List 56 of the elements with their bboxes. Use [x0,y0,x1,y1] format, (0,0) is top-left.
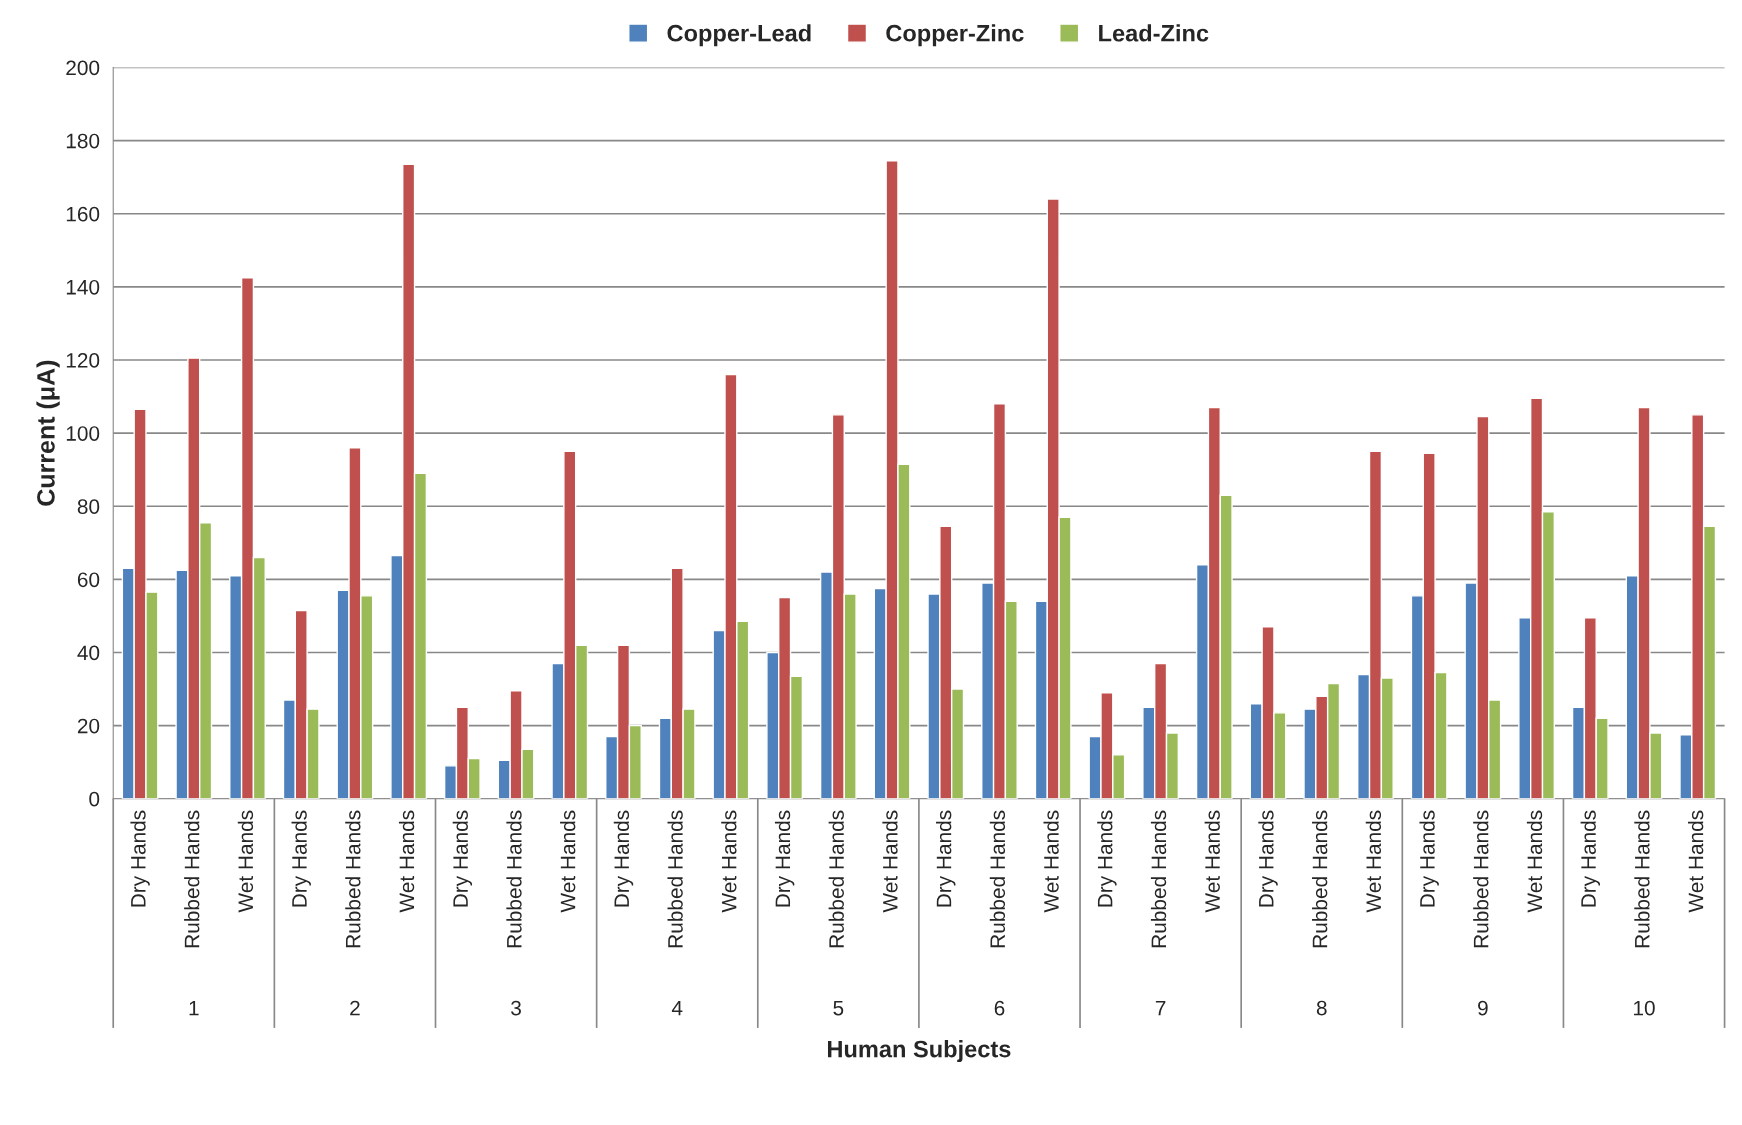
text: 3 [511,1000,521,1016]
text: 6 [994,1000,1005,1016]
text: 4 [671,1000,683,1016]
x-tick-label: Rubbed Hands [184,810,200,948]
text: 9 [1478,1000,1488,1016]
legend-label: Lead-Zinc [1099,24,1209,42]
text: 7 [1155,1000,1166,1016]
y-tick-label: 100 [66,426,100,441]
legend-label: Copper-Zinc [886,24,1024,47]
x-tick-label: Wet Hands [1688,810,1704,913]
x-tick-label: Rubbed Hands [506,810,522,948]
x-tick-label: Dry Hands [1580,810,1601,907]
x-tick-label: Wet Hands [237,810,254,913]
y-tick-label: 180 [66,133,100,149]
x-tick-label: Dry Hands [452,810,473,907]
x-tick-label: Wet Hands [1043,810,1059,913]
x-tick-label: Rubbed Hands [1634,810,1650,948]
y-tick-label: 200 [66,60,100,76]
legend-label: Copper-Lead [667,24,811,47]
x-tick-label: Dry Hands [774,810,795,907]
y-tick-label: 20 [77,718,100,734]
x-axis-title: Human Subjects [827,1040,1011,1063]
text: 2 [350,1000,360,1016]
x-tick-label: Wet Hands [721,810,737,913]
text: 1 [189,1000,199,1016]
x-tick-label: Dry Hands [1419,810,1439,907]
text: 8 [1316,1000,1327,1016]
x-tick-label: Dry Hands [613,810,634,907]
x-tick-label: Wet Hands [1365,810,1382,913]
x-tick-label: Wet Hands [1526,810,1543,913]
x-tick-label: Dry Hands [936,810,956,907]
y-axis-title: Current (μA) [36,360,60,506]
y-tick-label: 140 [66,279,100,295]
x-tick-label: Rubbed Hands [345,810,361,948]
x-tick-label: Dry Hands [1097,810,1117,907]
y-tick-label: 120 [66,353,100,368]
x-tick-label: Dry Hands [130,810,150,907]
y-tick-label: 160 [66,206,100,222]
x-tick-label: Wet Hands [882,810,898,913]
text: 5 [833,1000,844,1016]
x-tick-label: Rubbed Hands [1150,810,1167,948]
y-tick-label: 40 [77,645,100,661]
x-tick-label: Wet Hands [560,810,576,913]
x-tick-label: Dry Hands [1258,810,1278,907]
y-tick-label: 0 [89,791,100,807]
text: 10 [1634,1000,1655,1016]
x-tick-label: Wet Hands [398,810,415,913]
x-tick-label: Dry Hands [291,810,311,907]
x-tick-label: Rubbed Hands [828,810,844,948]
x-tick-label: Rubbed Hands [1473,810,1489,948]
x-tick-label: Wet Hands [1204,810,1220,913]
x-tick-label: Rubbed Hands [667,810,683,948]
y-tick-label: 80 [77,499,100,514]
x-tick-label: Rubbed Hands [989,810,1006,948]
x-tick-label: Rubbed Hands [1312,810,1328,948]
y-tick-label: 60 [77,572,100,588]
